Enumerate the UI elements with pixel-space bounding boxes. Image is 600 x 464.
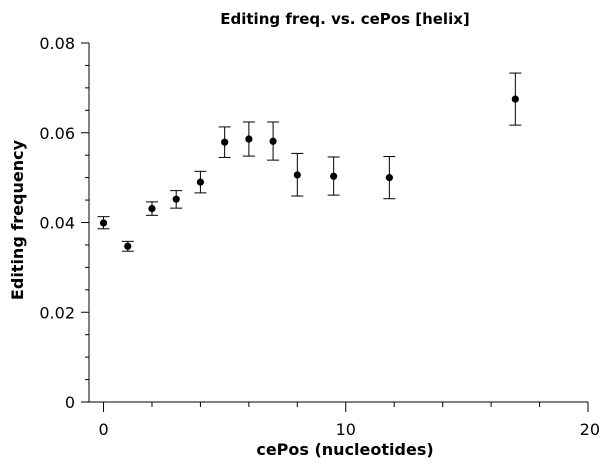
data-point [385,174,393,182]
data-point [293,171,301,179]
data-point-group [242,121,255,157]
x-tick-label: 10 [336,420,356,439]
data-point-group [170,190,183,209]
data-point-group [97,216,110,230]
data-point-group [218,126,231,158]
data-point [245,135,253,143]
y-tick-label: 0.08 [39,34,75,53]
data-point [148,204,156,213]
data-point-group [267,121,280,161]
y-tick-label: 0.02 [39,303,75,322]
x-tick-label: 0 [98,420,108,439]
chart-title: Editing freq. vs. cePos [helix] [220,10,470,28]
data-point-group [383,156,396,200]
data-point-group [291,152,304,197]
data-point-group [194,170,207,194]
data-point-group [509,72,522,126]
data-points [97,72,522,252]
y-ticks: 0 0.02 0.04 0.06 0.08 [39,34,89,412]
y-tick-label: 0.06 [39,124,75,143]
y-tick-label: 0 [65,393,75,412]
x-tick-label: 20 [580,420,600,439]
data-point [99,219,108,227]
x-axis-label: cePos (nucleotides) [256,440,433,459]
data-point [196,178,205,186]
y-axis-label: Editing frequency [8,139,27,300]
data-point [221,138,229,146]
data-point [511,95,519,103]
data-point [330,172,338,180]
data-point [172,195,180,203]
data-point [124,242,132,250]
y-tick-label: 0.04 [39,214,75,233]
data-point-group [327,156,340,196]
x-ticks: 0 10 20 [98,402,600,439]
data-point [269,137,277,145]
data-point-group [145,201,158,216]
data-point-group [121,240,134,252]
